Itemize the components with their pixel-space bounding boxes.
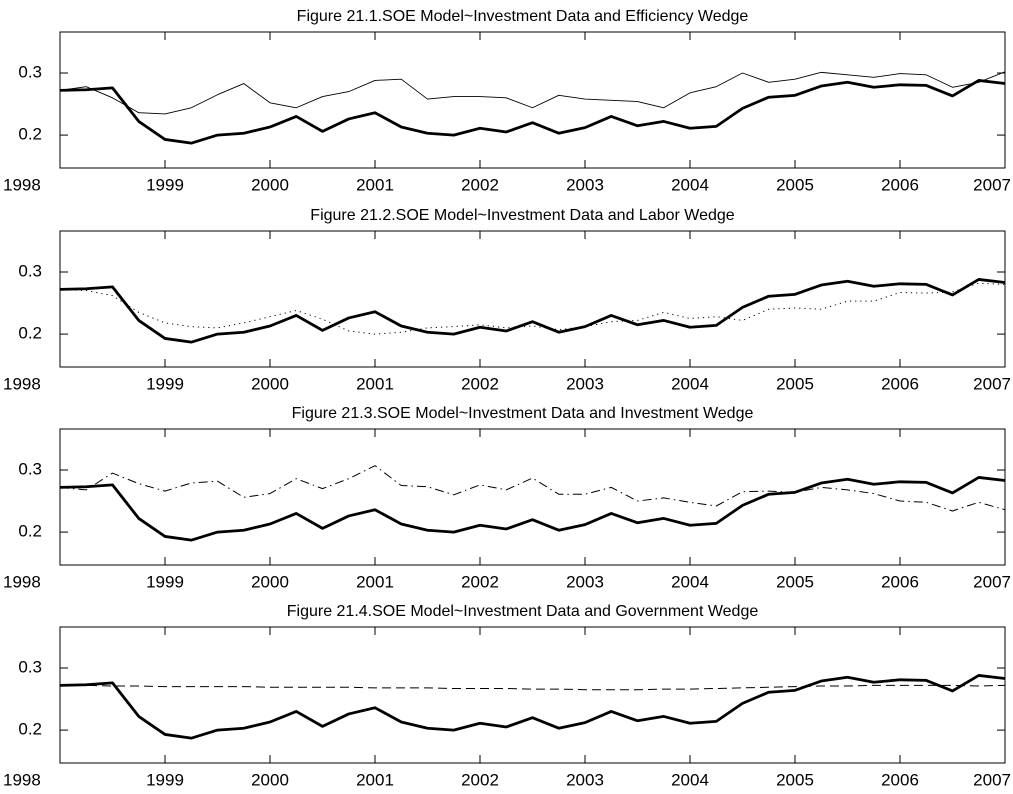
chart-title: Figure 21.2.SOE Model~Investment Data an… [310,207,735,224]
x-tick-label: 2001 [356,572,394,591]
x-tick-label: 1999 [146,374,184,393]
series-line [60,79,1005,145]
series-line [60,674,1005,740]
series-line [60,71,1005,115]
x-tick-label: 2003 [566,374,604,393]
x-tick-label: 1999 [146,770,184,789]
y-tick-label: 0.3 [18,459,42,478]
series-line [60,278,1005,344]
y-tick-label: 0.2 [18,125,42,144]
x-tick-label: 2000 [251,374,289,393]
x-tick-label: 2006 [881,572,919,591]
x-tick-label: 1998 [3,374,41,393]
x-tick-label: 2007 [973,374,1011,393]
x-tick-label: 2001 [356,770,394,789]
x-tick-label: 2001 [356,175,394,194]
x-tick-label: 2004 [671,175,709,194]
x-tick-label: 2005 [776,770,814,789]
x-tick-label: 2007 [973,572,1011,591]
x-tick-label: 2006 [881,175,919,194]
y-tick-label: 0.2 [18,720,42,739]
x-tick-label: 2004 [671,572,709,591]
x-tick-label: 2003 [566,175,604,194]
y-tick-label: 0.3 [18,657,42,676]
series-line [60,476,1005,542]
axes-frame [59,230,1006,368]
x-tick-label: 2003 [566,572,604,591]
chart-title: Figure 21.3.SOE Model~Investment Data an… [292,405,754,422]
x-tick-label: 1998 [3,770,41,789]
x-tick-label: 2006 [881,770,919,789]
axes-frame [59,626,1006,764]
x-tick-label: 2001 [356,374,394,393]
axes-frame [59,428,1006,566]
series-line [60,282,1005,335]
y-tick-label: 0.2 [18,522,42,541]
chart-title: Figure 21.4.SOE Model~Investment Data an… [287,603,759,620]
x-tick-label: 2000 [251,572,289,591]
y-tick-label: 0.3 [18,261,42,280]
x-tick-label: 1999 [146,572,184,591]
x-tick-label: 1999 [146,175,184,194]
axes-frame [59,31,1006,169]
x-tick-label: 2005 [776,572,814,591]
x-tick-label: 1998 [3,175,41,194]
x-tick-label: 2002 [461,572,499,591]
series-line [60,465,1005,512]
x-tick-label: 2002 [461,770,499,789]
x-tick-label: 2000 [251,770,289,789]
x-tick-label: 2002 [461,175,499,194]
x-tick-label: 2004 [671,374,709,393]
x-tick-label: 2002 [461,374,499,393]
x-tick-label: 2007 [973,770,1011,789]
x-tick-label: 2000 [251,175,289,194]
x-tick-label: 2006 [881,374,919,393]
x-tick-label: 2003 [566,770,604,789]
y-tick-label: 0.3 [18,62,42,81]
x-tick-label: 2005 [776,374,814,393]
x-tick-label: 2004 [671,770,709,789]
x-tick-label: 2005 [776,175,814,194]
chart-title: Figure 21.1.SOE Model~Investment Data an… [297,8,749,25]
series-line [60,684,1005,691]
x-tick-label: 2007 [973,175,1011,194]
y-tick-label: 0.2 [18,324,42,343]
x-tick-label: 1998 [3,572,41,591]
